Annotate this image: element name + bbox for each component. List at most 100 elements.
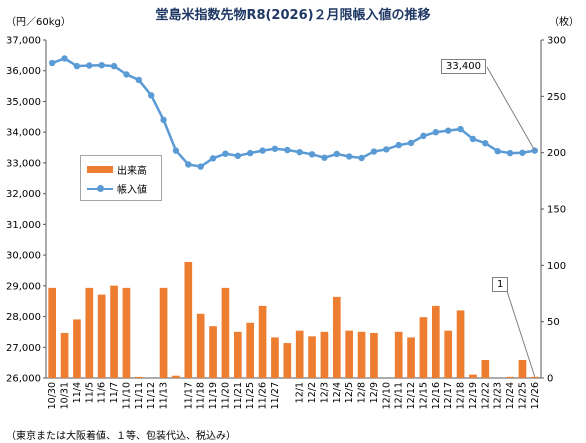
volume-bar (110, 285, 118, 378)
price-line (51, 57, 536, 168)
x-axis-tick-label: 11/26 (258, 382, 269, 409)
x-axis-tick-label: 12/23 (493, 382, 504, 409)
x-axis-tick-label: 12/4 (332, 382, 343, 403)
volume-bar (196, 313, 205, 378)
price-point (160, 116, 167, 124)
price-point (494, 148, 501, 155)
price-point (321, 154, 328, 161)
x-axis-tick-label: 11/10 (121, 382, 132, 409)
left-axis-tick-label: 31,000 (6, 220, 41, 231)
price-callout-leader (486, 66, 536, 151)
volume-bar (407, 337, 415, 378)
volume-bar (394, 331, 403, 378)
x-axis-tick-label: 12/8 (357, 382, 368, 403)
x-axis-tick-label: 12/5 (344, 382, 355, 403)
x-axis-tick-label: 11/18 (196, 382, 207, 409)
legend: 出来高 帳入値 (80, 155, 162, 201)
volume-bar (332, 296, 341, 378)
volume-callout: 1 (492, 277, 509, 292)
left-axis-unit: （円／60kg） (6, 17, 71, 28)
volume-bar (48, 287, 57, 378)
x-axis-tick-label: 11/4 (72, 382, 83, 403)
x-axis-tick-label: 12/24 (505, 382, 516, 409)
right-axis-unit: （枚） (549, 17, 579, 28)
left-axis-tick-label: 30,000 (6, 251, 41, 262)
volume-callout-leader (504, 284, 536, 378)
price-point (185, 161, 192, 168)
legend-bar-swatch (87, 166, 113, 173)
legend-line-swatch (87, 184, 113, 192)
price-point (147, 92, 155, 99)
price-point (271, 145, 279, 152)
x-axis-tick-label: 10/30 (47, 382, 58, 409)
volume-bar (530, 376, 539, 378)
volume-bar (85, 287, 94, 378)
volume-bar (308, 336, 316, 378)
x-axis-tick-label: 11/19 (208, 382, 219, 409)
price-point (73, 62, 81, 70)
x-axis-tick-label: 12/1 (295, 382, 306, 403)
x-axis-tick-label: 12/3 (319, 382, 330, 403)
right-axis-tick-label: 0 (547, 374, 553, 385)
volume-bar (320, 331, 329, 378)
right-axis-tick-label: 300 (547, 36, 566, 47)
price-point (246, 149, 254, 157)
right-axis-tick-label: 150 (547, 205, 566, 216)
footnote: （東京または大阪着値、１等、包装代込、税込み） (6, 431, 236, 442)
price-point (482, 140, 489, 147)
x-axis-tick-label: 11/12 (146, 382, 157, 409)
left-axis-tick-label: 34,000 (6, 128, 41, 139)
x-axis-tick-label: 12/16 (431, 382, 442, 409)
price-point (407, 139, 415, 147)
price-point (457, 125, 464, 133)
price-point (506, 149, 514, 157)
x-axis-tick-label: 11/27 (270, 382, 281, 409)
price-point (259, 147, 266, 154)
x-axis-tick-label: 12/2 (307, 382, 318, 403)
x-axis-tick-label: 11/17 (183, 382, 194, 409)
legend-label-volume: 出来高 (117, 166, 147, 177)
right-axis-tick-label: 200 (547, 148, 566, 159)
left-axis-tick-label: 26,000 (6, 374, 41, 385)
volume-bar (357, 331, 366, 378)
price-point (395, 141, 402, 149)
price-point (61, 55, 68, 62)
x-axis-tick-label: 11/7 (109, 382, 120, 403)
legend-item-price: 帳入値 (87, 181, 147, 196)
price-point (345, 153, 353, 160)
price-point (86, 62, 93, 69)
price-point (420, 132, 427, 140)
price-point (296, 148, 303, 156)
price-point (432, 128, 440, 136)
volume-bar (122, 287, 131, 378)
right-axis-tick-label: 50 (547, 317, 560, 328)
price-point (383, 146, 390, 153)
price-point (123, 71, 130, 78)
left-axis-tick-label: 29,000 (6, 281, 41, 292)
volume-bar (506, 376, 514, 378)
volume-bar (60, 332, 69, 378)
price-point (209, 155, 217, 162)
x-axis-tick-label: 12/26 (530, 382, 541, 409)
x-axis-tick-label: 12/12 (406, 382, 417, 409)
volume-bar (370, 332, 378, 378)
price-point (222, 150, 229, 157)
volume-bar (469, 374, 477, 378)
price-callout: 33,400 (441, 59, 486, 74)
volume-bar (444, 330, 453, 378)
price-point (444, 127, 452, 134)
volume-bar (518, 359, 527, 378)
x-axis-tick-label: 11/13 (159, 382, 170, 409)
price-point (333, 150, 341, 158)
volume-bar (209, 326, 217, 378)
volume-bar (172, 375, 180, 378)
x-axis-tick-label: 12/22 (480, 382, 491, 409)
x-axis-tick-label: 11/5 (84, 382, 95, 403)
volume-bar (221, 287, 230, 378)
left-axis-tick-label: 36,000 (6, 66, 41, 77)
volume-bar (271, 337, 279, 378)
volume-bar (97, 294, 106, 378)
left-axis-tick-label: 27,000 (6, 343, 41, 354)
price-point (284, 146, 291, 154)
x-axis-tick-label: 12/11 (394, 382, 405, 409)
